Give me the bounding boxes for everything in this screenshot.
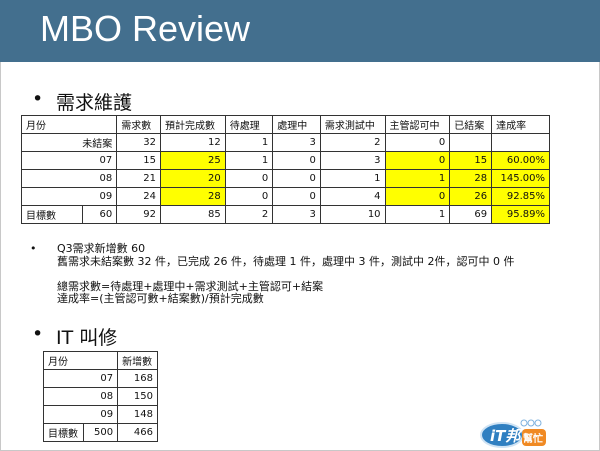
table-row: 目標數 500 466 bbox=[43, 423, 158, 442]
column-header: 主管認可中 bbox=[384, 115, 451, 134]
requirements-table: 月份 需求數 預計完成數 待處理 處理中 需求測試中 主管認可中 已結案 達成率 未結案 32 12 1… bbox=[20, 115, 550, 224]
table-cell: 92.85% bbox=[491, 187, 550, 206]
table-cell: 1 bbox=[224, 151, 274, 170]
table-row: 09 24 28 0 0 4 0 26 92.85% bbox=[20, 187, 550, 206]
table-cell: 150 bbox=[117, 387, 158, 406]
row-label: 07 bbox=[42, 369, 119, 388]
table-cell: 0 bbox=[272, 187, 321, 206]
table-row: 未結案 32 12 1 3 2 0 bbox=[20, 133, 550, 152]
table-cell: 95.89% bbox=[491, 205, 550, 224]
table-cell: 60.00% bbox=[491, 151, 550, 170]
row-label: 目標數 bbox=[43, 423, 84, 442]
table-cell: 1 bbox=[319, 169, 386, 188]
table-cell: 148 bbox=[117, 405, 158, 424]
it-repair-table: 月份 新增數 07 168 08 150 09 148 目標數 500 466 bbox=[42, 351, 158, 442]
row-label: 07 bbox=[20, 151, 118, 170]
table-cell: 145.00% bbox=[491, 169, 550, 188]
table-cell: 3 bbox=[272, 133, 321, 152]
note-line: 達成率=(主管認可數+結案數)/預計完成數 bbox=[57, 292, 264, 305]
table-cell: 60 bbox=[81, 205, 118, 224]
column-header: 需求測試中 bbox=[319, 115, 386, 134]
column-header: 處理中 bbox=[272, 115, 321, 134]
table-cell: 26 bbox=[449, 187, 493, 206]
table-cell: 3 bbox=[319, 151, 386, 170]
table-row: 月份 新增數 bbox=[42, 351, 158, 370]
note-line: Q3需求新增數 60 bbox=[57, 242, 146, 255]
table-cell: 92 bbox=[116, 205, 162, 224]
column-header: 待處理 bbox=[224, 115, 274, 134]
table-cell: 24 bbox=[116, 187, 162, 206]
slide-header: MBO Review bbox=[0, 0, 600, 62]
svg-text:幫忙: 幫忙 bbox=[523, 432, 543, 445]
table-cell: 28 bbox=[160, 187, 226, 206]
table-row: 08 150 bbox=[42, 387, 158, 406]
table-row: 月份 需求數 預計完成數 待處理 處理中 需求測試中 主管認可中 已結案 達成率 bbox=[20, 115, 550, 134]
column-header: 達成率 bbox=[491, 115, 550, 134]
table-cell: 3 bbox=[272, 205, 321, 224]
table-cell bbox=[449, 133, 493, 152]
table-cell: 1 bbox=[384, 169, 451, 188]
note-line: 舊需求未結案數 32 件，已完成 26 件，待處理 1 件，處理中 3 件，測試… bbox=[57, 254, 515, 268]
table-cell: 12 bbox=[160, 133, 226, 152]
table-cell: 168 bbox=[117, 369, 158, 388]
table-cell: 0 bbox=[272, 151, 321, 170]
table-row: 07 15 25 1 0 3 0 15 60.00% bbox=[20, 151, 550, 170]
table-cell: 2 bbox=[319, 133, 386, 152]
table-cell: 85 bbox=[160, 205, 226, 224]
itbang-logo: iT邦 幫忙 bbox=[480, 419, 546, 448]
row-label: 目標數 bbox=[21, 205, 83, 224]
row-label: 09 bbox=[20, 187, 118, 206]
table-cell: 0 bbox=[224, 187, 274, 206]
table-cell: 28 bbox=[449, 169, 493, 188]
table-cell: 21 bbox=[116, 169, 162, 188]
table-cell: 0 bbox=[272, 169, 321, 188]
table-cell: 1 bbox=[224, 133, 274, 152]
table-cell: 466 bbox=[117, 423, 158, 442]
table-row: 07 168 bbox=[42, 369, 158, 388]
table-cell: 0 bbox=[384, 151, 451, 170]
table-row: 09 148 bbox=[42, 405, 158, 424]
table-cell: 20 bbox=[160, 169, 226, 188]
row-label: 08 bbox=[20, 169, 118, 188]
column-header: 月份 bbox=[20, 115, 118, 134]
table-row: 08 21 20 0 0 1 1 28 145.00% bbox=[20, 169, 550, 188]
note-line: 總需求數=待處理+處理中+需求測試+主管認可+結案 bbox=[57, 279, 324, 293]
row-label: 09 bbox=[42, 405, 119, 424]
row-label: 08 bbox=[42, 387, 119, 406]
row-label: 未結案 bbox=[20, 133, 118, 152]
table-cell: 500 bbox=[82, 423, 119, 442]
slide-title: MBO Review bbox=[40, 8, 251, 49]
table-cell: 0 bbox=[224, 169, 274, 188]
column-header: 需求數 bbox=[116, 115, 162, 134]
table-cell: 1 bbox=[384, 205, 451, 224]
table-cell: 4 bbox=[319, 187, 386, 206]
column-header: 月份 bbox=[42, 351, 119, 370]
table-cell: 10 bbox=[319, 205, 386, 224]
svg-text:iT邦: iT邦 bbox=[490, 427, 523, 445]
table-cell: 15 bbox=[449, 151, 493, 170]
table-cell: 25 bbox=[160, 151, 226, 170]
table-cell: 15 bbox=[116, 151, 162, 170]
table-cell: 69 bbox=[449, 205, 493, 224]
table-row: 目標數 60 92 85 2 3 10 1 69 95.89% bbox=[21, 205, 550, 224]
column-header: 預計完成數 bbox=[160, 115, 226, 134]
table-cell: 32 bbox=[116, 133, 162, 152]
column-header: 新增數 bbox=[117, 351, 158, 370]
table-cell: 2 bbox=[224, 205, 274, 224]
table-cell: 0 bbox=[384, 187, 451, 206]
column-header: 已結案 bbox=[449, 115, 493, 134]
table-cell: 0 bbox=[384, 133, 451, 152]
table-cell bbox=[491, 133, 550, 152]
